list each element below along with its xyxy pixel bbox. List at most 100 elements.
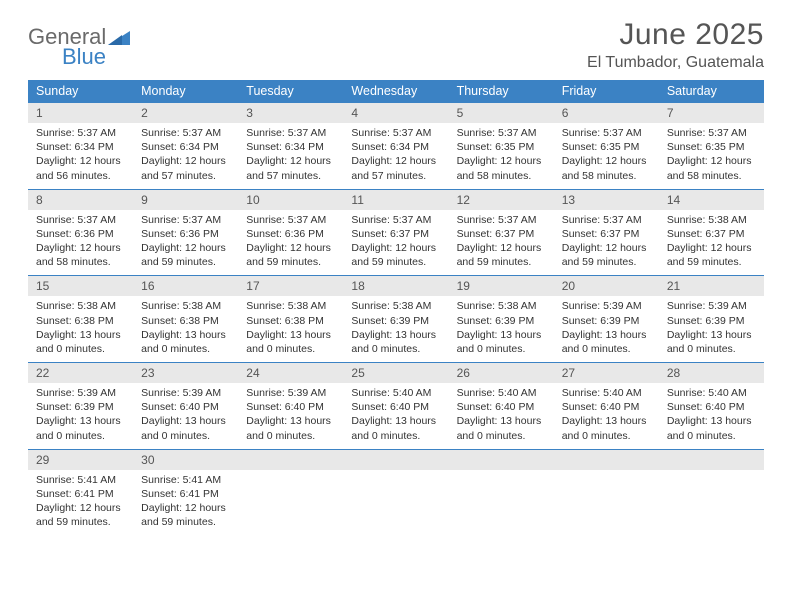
day-cell: Sunrise: 5:38 AMSunset: 6:38 PMDaylight:…	[238, 296, 343, 362]
daylight-line2: and 58 minutes.	[562, 169, 657, 183]
daylight-line2: and 59 minutes.	[36, 515, 131, 529]
sunrise-text: Sunrise: 5:38 AM	[246, 299, 341, 313]
daynum-row: 2930	[28, 450, 764, 470]
sunset-text: Sunset: 6:36 PM	[141, 227, 236, 241]
day-number: 18	[343, 276, 448, 296]
sunset-text: Sunset: 6:34 PM	[351, 140, 446, 154]
logo: GeneralBlue	[28, 18, 130, 70]
daylight-line1: Daylight: 12 hours	[667, 154, 762, 168]
sunset-text: Sunset: 6:40 PM	[351, 400, 446, 414]
daylight-line1: Daylight: 12 hours	[246, 154, 341, 168]
day-number: 24	[238, 363, 343, 383]
day-number: 11	[343, 190, 448, 210]
sunrise-text: Sunrise: 5:38 AM	[36, 299, 131, 313]
day-cell: Sunrise: 5:38 AMSunset: 6:38 PMDaylight:…	[133, 296, 238, 362]
day-cell: Sunrise: 5:37 AMSunset: 6:35 PMDaylight:…	[554, 123, 659, 189]
daylight-line2: and 0 minutes.	[457, 342, 552, 356]
daylight-line2: and 0 minutes.	[562, 429, 657, 443]
sunset-text: Sunset: 6:39 PM	[351, 314, 446, 328]
day-cell: Sunrise: 5:37 AMSunset: 6:34 PMDaylight:…	[28, 123, 133, 189]
day-number: 16	[133, 276, 238, 296]
day-number	[554, 450, 659, 470]
daylight-line1: Daylight: 13 hours	[36, 328, 131, 342]
sunset-text: Sunset: 6:39 PM	[667, 314, 762, 328]
sunrise-text: Sunrise: 5:37 AM	[36, 213, 131, 227]
daylight-line1: Daylight: 13 hours	[667, 328, 762, 342]
daylight-line1: Daylight: 12 hours	[351, 154, 446, 168]
daylight-line1: Daylight: 12 hours	[562, 154, 657, 168]
sunrise-text: Sunrise: 5:39 AM	[667, 299, 762, 313]
sunset-text: Sunset: 6:35 PM	[667, 140, 762, 154]
day-cell	[238, 470, 343, 536]
day-number: 3	[238, 103, 343, 123]
day-cell: Sunrise: 5:41 AMSunset: 6:41 PMDaylight:…	[28, 470, 133, 536]
day-number: 1	[28, 103, 133, 123]
week-cells: Sunrise: 5:37 AMSunset: 6:34 PMDaylight:…	[28, 123, 764, 190]
day-number: 12	[449, 190, 554, 210]
daylight-line2: and 0 minutes.	[667, 429, 762, 443]
day-number	[238, 450, 343, 470]
daylight-line1: Daylight: 12 hours	[36, 501, 131, 515]
daynum-row: 15161718192021	[28, 276, 764, 296]
day-cell	[554, 470, 659, 536]
day-number: 15	[28, 276, 133, 296]
day-number: 19	[449, 276, 554, 296]
sunrise-text: Sunrise: 5:37 AM	[562, 126, 657, 140]
day-cell: Sunrise: 5:37 AMSunset: 6:37 PMDaylight:…	[449, 210, 554, 276]
week-4: 22232425262728Sunrise: 5:39 AMSunset: 6:…	[28, 363, 764, 450]
weekday-tue: Tuesday	[238, 80, 343, 103]
daylight-line1: Daylight: 12 hours	[457, 154, 552, 168]
sunrise-text: Sunrise: 5:39 AM	[141, 386, 236, 400]
day-cell	[659, 470, 764, 536]
day-number: 8	[28, 190, 133, 210]
day-cell: Sunrise: 5:39 AMSunset: 6:39 PMDaylight:…	[28, 383, 133, 449]
day-number: 10	[238, 190, 343, 210]
day-number: 17	[238, 276, 343, 296]
sunrise-text: Sunrise: 5:37 AM	[457, 213, 552, 227]
weekday-sat: Saturday	[659, 80, 764, 103]
sunset-text: Sunset: 6:39 PM	[562, 314, 657, 328]
daylight-line2: and 58 minutes.	[667, 169, 762, 183]
day-number: 4	[343, 103, 448, 123]
sunrise-text: Sunrise: 5:40 AM	[457, 386, 552, 400]
daylight-line1: Daylight: 13 hours	[457, 414, 552, 428]
daylight-line1: Daylight: 13 hours	[36, 414, 131, 428]
sunrise-text: Sunrise: 5:38 AM	[141, 299, 236, 313]
day-cell: Sunrise: 5:37 AMSunset: 6:37 PMDaylight:…	[554, 210, 659, 276]
day-cell: Sunrise: 5:37 AMSunset: 6:37 PMDaylight:…	[343, 210, 448, 276]
week-5: 2930 Sunrise: 5:41 AMSunset: 6:41 PMDayl…	[28, 450, 764, 536]
sunrise-text: Sunrise: 5:37 AM	[141, 213, 236, 227]
daylight-line1: Daylight: 12 hours	[141, 154, 236, 168]
day-cell: Sunrise: 5:40 AMSunset: 6:40 PMDaylight:…	[343, 383, 448, 449]
sunrise-text: Sunrise: 5:37 AM	[667, 126, 762, 140]
daylight-line2: and 0 minutes.	[457, 429, 552, 443]
day-cell: Sunrise: 5:38 AMSunset: 6:39 PMDaylight:…	[343, 296, 448, 362]
daylight-line1: Daylight: 12 hours	[141, 501, 236, 515]
day-number: 23	[133, 363, 238, 383]
daylight-line1: Daylight: 12 hours	[246, 241, 341, 255]
daynum-row: 891011121314	[28, 190, 764, 210]
daylight-line2: and 0 minutes.	[36, 429, 131, 443]
sunset-text: Sunset: 6:37 PM	[562, 227, 657, 241]
sunrise-text: Sunrise: 5:38 AM	[667, 213, 762, 227]
daylight-line2: and 0 minutes.	[562, 342, 657, 356]
daylight-line1: Daylight: 12 hours	[351, 241, 446, 255]
sunset-text: Sunset: 6:40 PM	[667, 400, 762, 414]
sunset-text: Sunset: 6:36 PM	[36, 227, 131, 241]
week-cells: Sunrise: 5:39 AMSunset: 6:39 PMDaylight:…	[28, 383, 764, 450]
day-number: 13	[554, 190, 659, 210]
sunset-text: Sunset: 6:35 PM	[562, 140, 657, 154]
daylight-line1: Daylight: 13 hours	[667, 414, 762, 428]
day-cell: Sunrise: 5:37 AMSunset: 6:34 PMDaylight:…	[343, 123, 448, 189]
day-cell: Sunrise: 5:37 AMSunset: 6:36 PMDaylight:…	[133, 210, 238, 276]
day-number	[343, 450, 448, 470]
daylight-line2: and 59 minutes.	[351, 255, 446, 269]
daylight-line1: Daylight: 13 hours	[562, 414, 657, 428]
day-number: 5	[449, 103, 554, 123]
daylight-line2: and 0 minutes.	[351, 342, 446, 356]
day-number: 20	[554, 276, 659, 296]
day-number: 2	[133, 103, 238, 123]
weekday-mon: Monday	[133, 80, 238, 103]
sunrise-text: Sunrise: 5:37 AM	[246, 213, 341, 227]
day-cell: Sunrise: 5:37 AMSunset: 6:36 PMDaylight:…	[28, 210, 133, 276]
